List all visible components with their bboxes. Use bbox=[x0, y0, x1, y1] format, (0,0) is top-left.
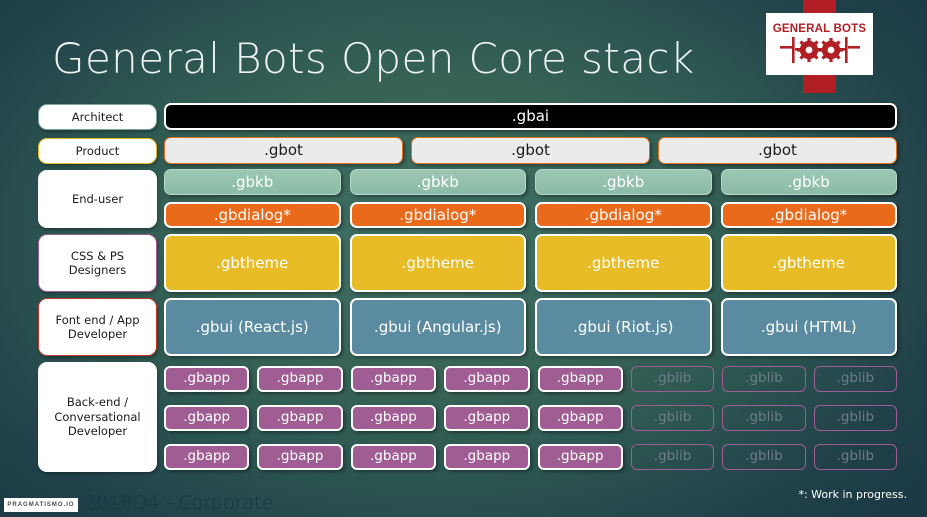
tile-gbapp-r2c3[interactable]: .gbapp bbox=[350, 405, 437, 431]
tile-gbdialog-2[interactable]: .gbdialog* bbox=[349, 202, 526, 228]
tile-gbapp-r1c5[interactable]: .gbapp bbox=[537, 366, 623, 392]
tile-gbui-react[interactable]: .gbui (React.js) bbox=[164, 298, 341, 356]
tile-gbapp-r2c5[interactable]: .gbapp bbox=[537, 405, 623, 431]
tile-gbkb-3[interactable]: .gbkb bbox=[535, 169, 712, 195]
two-gears-icon bbox=[779, 37, 860, 64]
tile-gblib-r2c1[interactable]: .gblib bbox=[630, 405, 715, 431]
tile-gbapp-r3c4[interactable]: .gbapp bbox=[444, 444, 530, 470]
tile-gbapp-r2c4[interactable]: .gbapp bbox=[444, 405, 530, 431]
footer-subtitle: 2018Q4 - Corporate bbox=[84, 492, 274, 514]
tile-gbkb-4[interactable]: .gbkb bbox=[720, 169, 897, 195]
pragmatismo-logo-text: PRAGMATISMO.IO bbox=[7, 502, 75, 508]
tile-gbdialog-4[interactable]: .gbdialog* bbox=[720, 202, 897, 228]
row-gbapp-gblib-3: .gbapp .gbapp .gbapp .gbapp .gbapp .gbli… bbox=[164, 444, 897, 470]
tile-gbapp-r2c1[interactable]: .gbapp bbox=[164, 405, 250, 431]
tile-gbtheme-2[interactable]: .gbtheme bbox=[349, 234, 526, 292]
tile-gbui-html[interactable]: .gbui (HTML) bbox=[720, 298, 897, 356]
row-gbkb: .gbkb .gbkb .gbkb .gbkb bbox=[164, 169, 897, 195]
page-title: General Bots Open Core stack bbox=[52, 34, 695, 83]
role-label-architect: Architect bbox=[38, 104, 157, 130]
tile-gblib-r2c2[interactable]: .gblib bbox=[722, 405, 806, 431]
work-in-progress-note: *: Work in progress. bbox=[798, 488, 907, 501]
row-gbui: .gbui (React.js) .gbui (Angular.js) .gbu… bbox=[164, 298, 897, 356]
tile-gbkb-1[interactable]: .gbkb bbox=[164, 169, 341, 195]
tile-gbapp-r1c4[interactable]: .gbapp bbox=[444, 366, 530, 392]
role-label-back-end-conversational-developer: Back-end / Conversational Developer bbox=[38, 362, 157, 472]
tile-gbapp-r1c2[interactable]: .gbapp bbox=[257, 366, 343, 392]
tile-gbapp-r3c1[interactable]: .gbapp bbox=[164, 444, 250, 470]
tile-gbdialog-3[interactable]: .gbdialog* bbox=[535, 202, 712, 228]
tile-gblib-r1c3[interactable]: .gblib bbox=[813, 366, 897, 392]
tile-gbot-1[interactable]: .gbot bbox=[164, 137, 403, 164]
tile-gbapp-r2c2[interactable]: .gbapp bbox=[257, 405, 343, 431]
tile-gblib-r3c3[interactable]: .gblib bbox=[813, 444, 897, 470]
row-gbdialog: .gbdialog* .gbdialog* .gbdialog* .gbdial… bbox=[164, 202, 897, 228]
row-gbot: .gbot .gbot .gbot bbox=[164, 137, 897, 164]
tile-gbui-angular[interactable]: .gbui (Angular.js) bbox=[349, 298, 526, 356]
role-label-css-ps-designers: CSS & PS Designers bbox=[38, 234, 157, 292]
role-label-product: Product bbox=[38, 138, 157, 164]
row-gbai: .gbai bbox=[164, 103, 897, 130]
tile-gblib-r3c1[interactable]: .gblib bbox=[630, 444, 715, 470]
tile-gbkb-2[interactable]: .gbkb bbox=[349, 169, 526, 195]
tile-gblib-r1c1[interactable]: .gblib bbox=[630, 366, 715, 392]
tile-gbapp-r3c3[interactable]: .gbapp bbox=[350, 444, 437, 470]
tile-gbapp-r3c5[interactable]: .gbapp bbox=[537, 444, 623, 470]
role-label-front-end-app-developer: Font end / App Developer bbox=[38, 298, 157, 356]
tile-gbot-3[interactable]: .gbot bbox=[658, 137, 897, 164]
tile-gbtheme-1[interactable]: .gbtheme bbox=[164, 234, 341, 292]
tile-gbtheme-4[interactable]: .gbtheme bbox=[720, 234, 897, 292]
tile-gbdialog-1[interactable]: .gbdialog* bbox=[164, 202, 341, 228]
row-gbapp-gblib-1: .gbapp .gbapp .gbapp .gbapp .gbapp .gbli… bbox=[164, 366, 897, 392]
logo-wordmark: GENERAL BOTS bbox=[772, 22, 867, 35]
tile-gbapp-r1c3[interactable]: .gbapp bbox=[350, 366, 437, 392]
tile-gbot-2[interactable]: .gbot bbox=[411, 137, 650, 164]
tile-gblib-r2c3[interactable]: .gblib bbox=[813, 405, 897, 431]
tile-gbtheme-3[interactable]: .gbtheme bbox=[535, 234, 712, 292]
row-gbtheme: .gbtheme .gbtheme .gbtheme .gbtheme bbox=[164, 234, 897, 292]
tile-gbai[interactable]: .gbai bbox=[164, 103, 897, 130]
general-bots-logo: GENERAL BOTS bbox=[766, 13, 873, 75]
tile-gbapp-r1c1[interactable]: .gbapp bbox=[164, 366, 250, 392]
tile-gblib-r1c2[interactable]: .gblib bbox=[722, 366, 806, 392]
tile-gblib-r3c2[interactable]: .gblib bbox=[722, 444, 806, 470]
role-label-end-user: End-user bbox=[38, 170, 157, 228]
row-gbapp-gblib-2: .gbapp .gbapp .gbapp .gbapp .gbapp .gbli… bbox=[164, 405, 897, 431]
tile-gbui-riot[interactable]: .gbui (Riot.js) bbox=[535, 298, 712, 356]
tile-gbapp-r3c2[interactable]: .gbapp bbox=[257, 444, 343, 470]
pragmatismo-logo: PRAGMATISMO.IO bbox=[4, 498, 78, 512]
